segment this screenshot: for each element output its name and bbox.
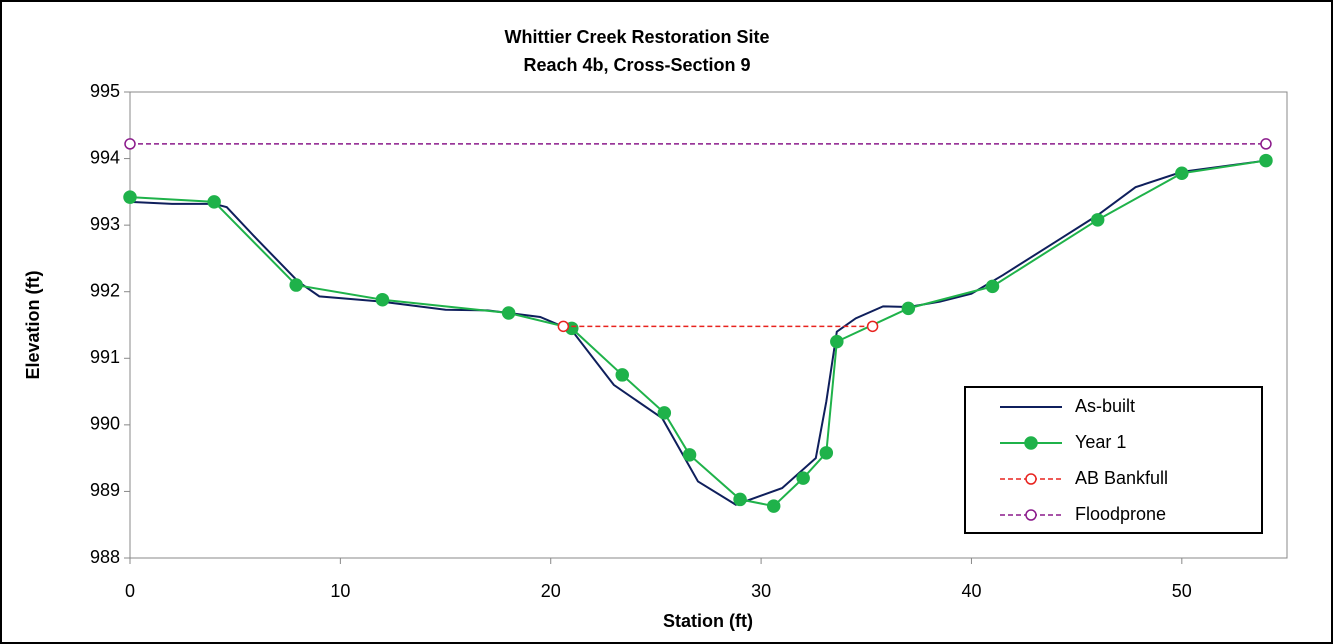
legend-marker <box>1024 436 1038 450</box>
x-tick-label: 40 <box>961 581 981 601</box>
series-marker <box>557 320 570 333</box>
y-tick-label: 993 <box>90 214 120 234</box>
series-marker <box>615 368 630 382</box>
series-marker <box>501 306 516 320</box>
legend-label: AB Bankfull <box>1075 468 1168 488</box>
series-marker <box>657 406 672 420</box>
y-axis-label: Elevation (ft) <box>23 270 43 379</box>
chart-subtitle: Reach 4b, Cross-Section 9 <box>523 55 750 75</box>
x-axis-label: Station (ft) <box>663 611 753 631</box>
series-marker <box>901 301 916 316</box>
legend-label: Floodprone <box>1075 504 1166 524</box>
chart-title: Whittier Creek Restoration Site <box>504 27 769 47</box>
series-marker <box>985 279 1000 294</box>
plot-area <box>129 91 1288 559</box>
series-marker <box>123 190 137 204</box>
series-marker <box>733 492 747 507</box>
x-tick-label: 10 <box>330 581 350 601</box>
y-tick-label: 994 <box>90 147 120 167</box>
series-marker <box>207 195 221 209</box>
legend-label: Year 1 <box>1075 432 1126 452</box>
series-marker <box>375 292 390 307</box>
series-marker <box>866 320 879 333</box>
x-tick-label: 50 <box>1172 581 1192 601</box>
x-tick-label: 20 <box>541 581 561 601</box>
series-marker <box>1260 138 1272 150</box>
x-tick-label: 0 <box>125 581 135 601</box>
series-marker <box>1259 153 1273 168</box>
series-marker <box>682 448 697 462</box>
y-tick-label: 990 <box>90 414 120 434</box>
series-marker <box>1175 166 1189 180</box>
legend-box <box>964 386 1263 534</box>
legend-marker <box>1025 473 1037 485</box>
series-marker <box>830 334 844 349</box>
series-marker <box>819 446 834 460</box>
legend-marker <box>1025 509 1037 521</box>
series-marker <box>289 278 303 292</box>
y-tick-label: 991 <box>90 347 120 367</box>
x-tick-label: 30 <box>751 581 771 601</box>
y-tick-label: 992 <box>90 280 120 300</box>
legend-label: As-built <box>1075 396 1135 416</box>
y-tick-label: 995 <box>90 81 120 101</box>
y-tick-label: 989 <box>90 480 120 500</box>
series-marker <box>796 471 810 485</box>
series-marker <box>1090 213 1105 227</box>
y-tick-label: 988 <box>90 547 120 567</box>
series-marker <box>124 138 136 150</box>
series-marker <box>766 499 781 513</box>
